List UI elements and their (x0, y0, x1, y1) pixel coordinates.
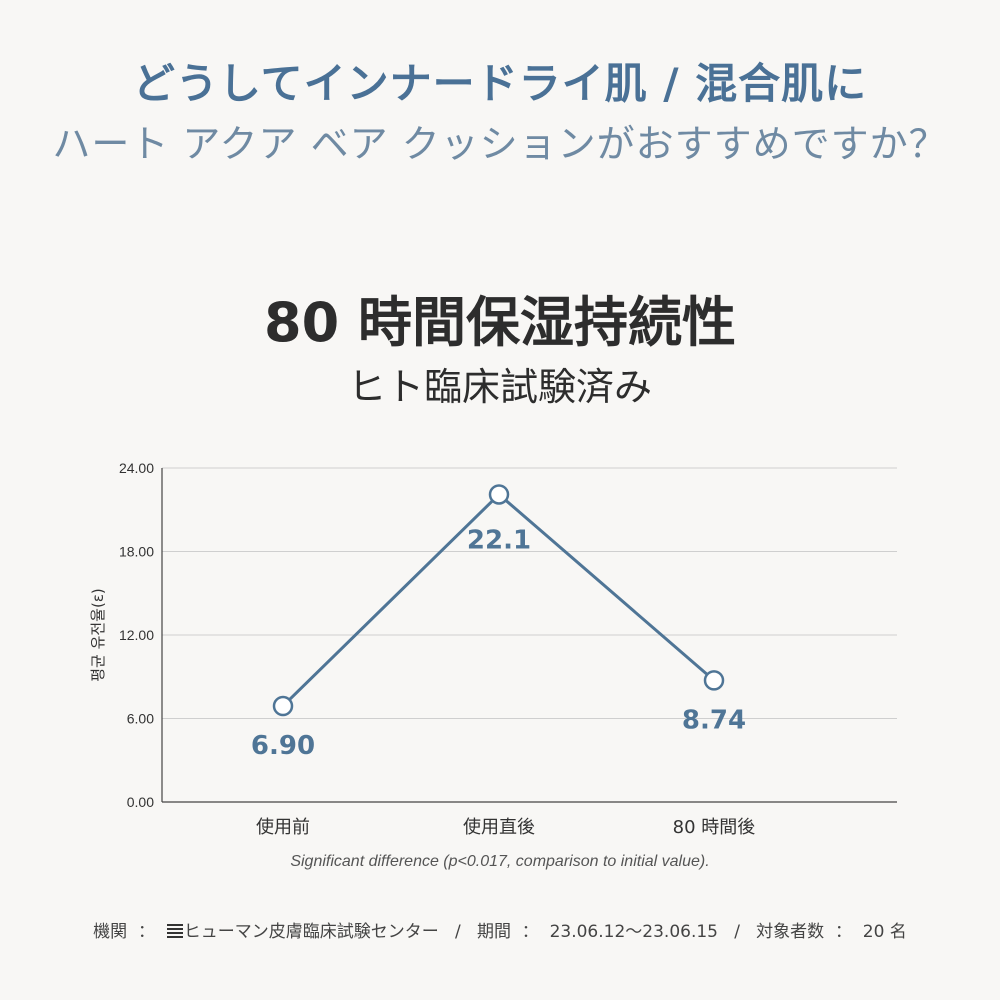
x-tick-label: 使用前 (256, 817, 310, 838)
period-label: 期間 (476, 922, 511, 942)
period-value: 23.06.12～23.06.15 (549, 922, 718, 942)
data-point (703, 670, 725, 691)
data-point (488, 484, 510, 505)
significance-note: Significant difference (p<0.017, compari… (290, 853, 710, 870)
striped-logo-icon (166, 924, 183, 938)
institution-label: 機関 (93, 922, 128, 942)
subheadline: ハート アクア ベア クッションがおすすめですか？ (52, 122, 948, 166)
chart-subtitle: ヒト臨床試験済み (347, 365, 652, 409)
subjects-label: 対象者数 (756, 922, 825, 942)
y-tick-label: 18.00 (119, 544, 154, 560)
data-point (272, 695, 294, 717)
chart-title: 80 時間保湿持続性 (264, 291, 736, 354)
study-info-footer: 機関 ： ヒューマン皮膚臨床試験センター / 期間 ： 23.06.12～23.… (93, 922, 907, 942)
y-tick-label: 12.00 (119, 627, 154, 643)
subjects-value: 20 名 (862, 922, 907, 942)
y-tick-label: 24.00 (119, 460, 154, 476)
data-label: 6.90 (251, 731, 315, 761)
y-tick-label: 6.00 (127, 711, 154, 727)
y-axis-label: 평균 유전율(ε) (89, 588, 107, 682)
x-tick-label: 80 時間後 (673, 817, 756, 838)
headline: どうしてインナードライ肌 / 混合肌に (132, 59, 868, 108)
x-tick-label: 使用直後 (463, 817, 535, 838)
y-tick-label: 0.00 (127, 794, 154, 810)
data-label: 22.1 (467, 525, 531, 555)
data-label: 8.74 (682, 705, 746, 735)
institution-name: ヒューマン皮膚臨床試験センター (183, 922, 439, 942)
